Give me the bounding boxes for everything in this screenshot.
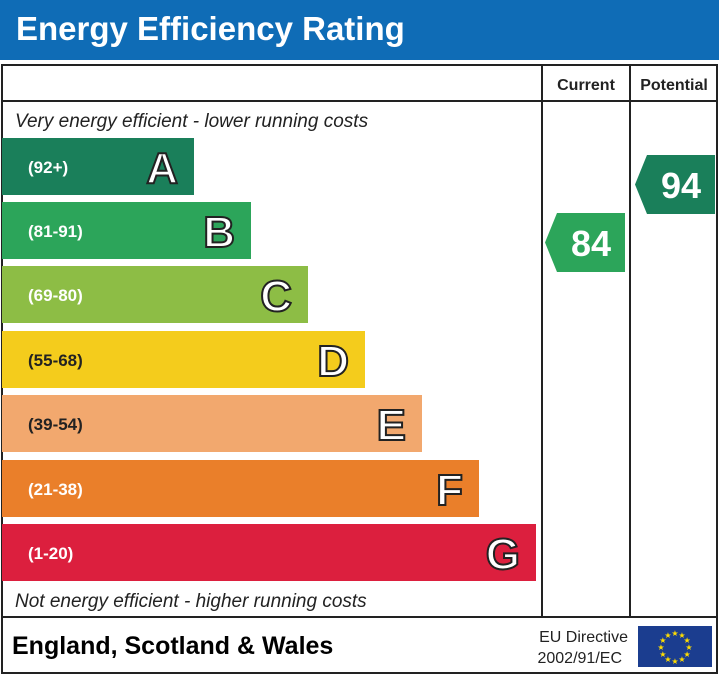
- band-a: (92+) A: [2, 138, 194, 195]
- potential-rating: 94: [635, 155, 715, 214]
- svg-text:★: ★: [664, 655, 671, 664]
- region-label: England, Scotland & Wales: [12, 632, 333, 660]
- title-bar: Energy Efficiency Rating: [0, 0, 719, 60]
- band-b: (81-91) B: [2, 202, 251, 259]
- current-column-header: Current: [557, 77, 615, 94]
- band-letter: F: [436, 466, 463, 515]
- svg-text:★: ★: [684, 650, 691, 659]
- band-range: (69-80): [28, 286, 83, 305]
- band-bar: [2, 460, 479, 517]
- svg-text:★: ★: [664, 631, 671, 640]
- band-bar: [2, 202, 251, 259]
- band-letter: B: [203, 208, 235, 257]
- current-rating-arrow: [545, 213, 625, 272]
- chart-title: Energy Efficiency Rating: [16, 10, 405, 47]
- svg-text:★: ★: [671, 657, 678, 666]
- band-range: (92+): [28, 158, 68, 177]
- band-bar: [2, 331, 365, 388]
- directive-line1: EU Directive: [539, 629, 628, 646]
- potential-column-header: Potential: [640, 77, 708, 94]
- band-range: (55-68): [28, 351, 83, 370]
- band-f: (21-38) F: [2, 460, 479, 517]
- svg-text:★: ★: [678, 631, 685, 640]
- directive-line2: 2002/91/EC: [537, 650, 622, 667]
- svg-text:★: ★: [659, 636, 666, 645]
- band-d: (55-68) D: [2, 331, 365, 388]
- band-range: (21-38): [28, 480, 83, 499]
- band-e: (39-54) E: [2, 395, 422, 452]
- svg-text:★: ★: [678, 655, 685, 664]
- band-range: (81-91): [28, 222, 83, 241]
- band-letter: A: [146, 144, 178, 193]
- band-letter: G: [486, 530, 520, 579]
- svg-text:★: ★: [685, 643, 692, 652]
- potential-rating-arrow: [635, 155, 715, 214]
- top-note: Very energy efficient - lower running co…: [15, 111, 369, 132]
- svg-text:★: ★: [659, 650, 666, 659]
- band-bar: [2, 266, 308, 323]
- bottom-note: Not energy efficient - higher running co…: [15, 591, 367, 612]
- current-rating: 84: [545, 213, 625, 272]
- band-range: (39-54): [28, 415, 83, 434]
- band-range: (1-20): [28, 544, 73, 563]
- band-bar: [2, 138, 194, 195]
- band-bar: [2, 524, 536, 581]
- svg-text:★: ★: [657, 643, 664, 652]
- potential-rating-value: 94: [661, 165, 701, 206]
- svg-text:★: ★: [671, 629, 678, 638]
- band-g: (1-20) G: [2, 524, 536, 581]
- band-letter: E: [377, 401, 406, 450]
- svg-text:★: ★: [684, 636, 691, 645]
- band-letter: D: [317, 337, 349, 386]
- band-c: (69-80) C: [2, 266, 308, 323]
- current-rating-value: 84: [571, 223, 611, 264]
- band-letter: C: [260, 272, 292, 321]
- eu-flag-icon: ★ ★★★★★★★★★★★: [638, 626, 712, 667]
- band-bar: [2, 395, 422, 452]
